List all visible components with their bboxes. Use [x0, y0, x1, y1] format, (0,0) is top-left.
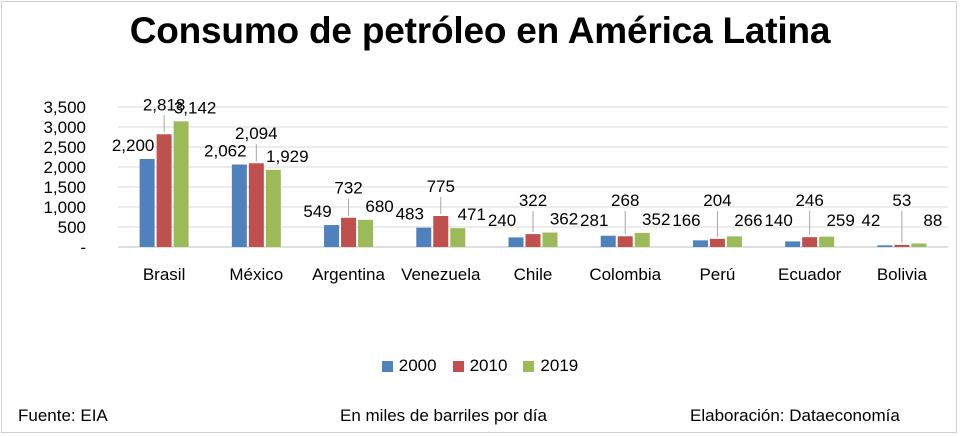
data-label-2000-0: 2,200 [112, 136, 155, 155]
data-label-2000-3: 483 [396, 205, 424, 224]
legend-swatch-2010 [452, 360, 464, 372]
data-label-2000-1: 2,062 [204, 142, 247, 161]
data-label-2000-8: 42 [861, 211, 880, 230]
bar-2019-4 [542, 232, 558, 247]
bar-2019-5 [634, 232, 650, 247]
bar-2000-1 [231, 164, 247, 247]
legend-swatch-2000 [381, 360, 393, 372]
bar-2010-5 [617, 236, 633, 247]
category-label-2: Argentina [312, 265, 385, 284]
legend-item-2010: 2010 [452, 356, 508, 376]
data-label-2019-3: 471 [458, 205, 486, 224]
bar-2000-7 [785, 241, 801, 247]
data-label-2010-0: 2,818 [143, 95, 186, 114]
category-label-6: Perú [699, 265, 735, 284]
bar-2019-7 [819, 236, 835, 247]
bar-2019-0 [173, 121, 189, 247]
category-label-8: Bolivia [877, 265, 928, 284]
data-label-2010-6: 204 [703, 191, 731, 210]
credit-note: Elaboración: Dataeconomía [690, 406, 900, 425]
data-label-2000-6: 166 [672, 211, 700, 230]
bar-2000-4 [508, 237, 524, 247]
data-label-2010-1: 2,094 [235, 124, 278, 143]
legend-label-2010: 2010 [469, 356, 508, 375]
y-tick-label-0: - [80, 238, 86, 257]
data-label-2010-3: 775 [427, 177, 455, 196]
bar-2010-8 [894, 244, 910, 247]
data-label-2010-8: 53 [892, 191, 911, 210]
bar-2019-1 [265, 169, 281, 247]
bar-2000-0 [139, 159, 155, 247]
bar-2010-2 [341, 217, 357, 247]
legend-swatch-2019 [523, 360, 535, 372]
legend-label-2000: 2000 [398, 356, 437, 375]
y-tick-label-1000: 1,000 [43, 198, 86, 217]
y-tick-label-500: 500 [58, 218, 86, 237]
y-tick-label-3000: 3,000 [43, 118, 86, 137]
data-label-2010-5: 268 [611, 191, 639, 210]
data-label-2000-5: 281 [580, 211, 608, 230]
data-label-2019-7: 259 [826, 211, 854, 230]
data-label-2000-2: 549 [303, 202, 331, 221]
data-label-2000-4: 240 [488, 211, 516, 230]
units-note: En miles de barriles por día [340, 406, 547, 425]
data-label-2019-2: 680 [365, 197, 393, 216]
bar-2019-8 [911, 243, 927, 247]
bar-2010-7 [802, 237, 818, 247]
bar-2019-3 [450, 228, 466, 247]
category-label-5: Colombia [589, 265, 661, 284]
bar-2000-5 [600, 235, 616, 247]
legend-item-2019: 2019 [523, 356, 578, 376]
data-label-2010-2: 732 [334, 179, 362, 198]
bar-2000-2 [324, 225, 340, 247]
chart-title: Consumo de petróleo en América Latina [129, 10, 831, 51]
data-label-2000-7: 140 [764, 211, 792, 230]
bar-2010-1 [248, 163, 264, 247]
legend-item-2000: 2000 [381, 356, 437, 376]
source-note: Fuente: EIA [18, 406, 108, 425]
bar-2010-6 [709, 238, 725, 247]
bar-2010-0 [156, 134, 172, 247]
data-label-2010-4: 322 [519, 191, 547, 210]
bar-2000-8 [877, 245, 893, 247]
category-label-3: Venezuela [401, 265, 481, 284]
legend-label-2019: 2019 [540, 356, 579, 375]
data-label-2019-4: 362 [550, 210, 578, 229]
y-tick-label-2500: 2,500 [43, 138, 86, 157]
bar-2019-6 [726, 236, 742, 247]
bar-2019-2 [358, 219, 374, 247]
data-label-2010-7: 246 [795, 191, 823, 210]
data-label-2019-5: 352 [642, 210, 670, 229]
y-tick-label-1500: 1,500 [43, 178, 86, 197]
data-label-2019-0: 3,142 [174, 98, 217, 117]
category-label-4: Chile [514, 265, 553, 284]
bar-2000-6 [692, 240, 708, 247]
data-label-2019-6: 266 [734, 211, 762, 230]
data-label-2019-8: 88 [923, 211, 942, 230]
y-tick-label-2000: 2,000 [43, 158, 86, 177]
category-label-0: Brasil [143, 265, 186, 284]
data-label-2019-1: 1,929 [266, 147, 309, 166]
category-label-1: México [229, 265, 283, 284]
y-tick-label-3500: 3,500 [43, 98, 86, 117]
bar-2010-3 [433, 216, 449, 247]
bar-2010-4 [525, 234, 541, 247]
bar-2000-3 [416, 227, 432, 247]
category-label-7: Ecuador [778, 265, 842, 284]
legend: 2000 2010 2019 [0, 356, 960, 376]
